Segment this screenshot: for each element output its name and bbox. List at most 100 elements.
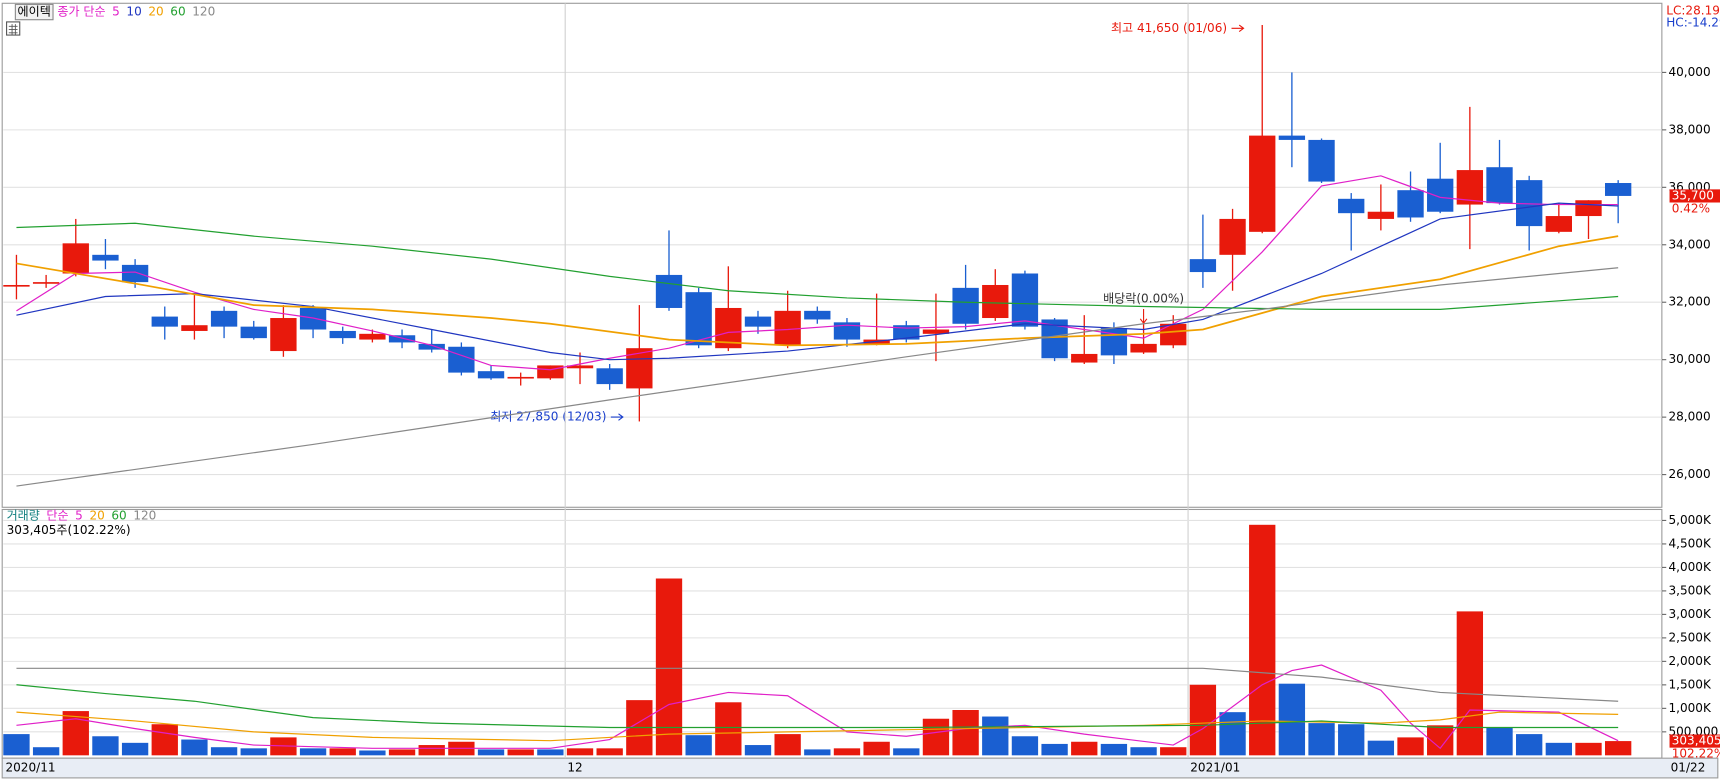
ticker: 에이텍 bbox=[18, 5, 51, 19]
last-price-box bbox=[1669, 189, 1720, 203]
volume-bar bbox=[1219, 712, 1246, 756]
volume-bar bbox=[566, 748, 594, 756]
volume-bar bbox=[477, 749, 505, 756]
y-tick-label: 38,000 bbox=[1668, 122, 1710, 136]
candle-body bbox=[1189, 259, 1217, 273]
candle-body bbox=[507, 376, 534, 379]
y-tick-label: 3,000K bbox=[1668, 607, 1712, 621]
volume-title: 거래량 bbox=[7, 509, 40, 523]
date-axis bbox=[1, 757, 1719, 779]
candle-body bbox=[448, 346, 475, 373]
moving-average-line bbox=[16, 711, 1619, 742]
volume-bar bbox=[1338, 724, 1365, 756]
volume-bar bbox=[299, 748, 327, 756]
candle-body bbox=[922, 329, 950, 334]
last-volume-change: 102.22% bbox=[1672, 747, 1720, 761]
legend-entry: 20 bbox=[89, 509, 104, 523]
candle-body bbox=[774, 310, 801, 346]
volume-bar bbox=[240, 748, 267, 756]
ticker-box bbox=[14, 3, 54, 21]
y-tick-label: 2,000K bbox=[1668, 654, 1712, 668]
candle-body bbox=[596, 368, 623, 385]
candle-body bbox=[1604, 183, 1632, 196]
candle-body bbox=[270, 318, 297, 352]
legend-entry: 5 bbox=[112, 5, 120, 19]
candle-body bbox=[92, 254, 119, 261]
y-tick-label: 4,500K bbox=[1668, 536, 1712, 550]
volume-bar bbox=[1604, 741, 1632, 756]
high-annotation: 최고 41,650 (01/06) bbox=[1111, 21, 1227, 35]
legend-entry: 60 bbox=[170, 5, 185, 19]
legend-entry: 10 bbox=[126, 5, 141, 19]
candle-body bbox=[744, 316, 772, 327]
candle-body bbox=[1011, 273, 1039, 327]
volume-bar bbox=[1367, 740, 1395, 756]
volume-bar bbox=[715, 702, 742, 756]
last-volume-label: 303,405 bbox=[1672, 734, 1720, 748]
candle-body bbox=[685, 292, 712, 346]
candle-body bbox=[1219, 218, 1246, 255]
volume-bar bbox=[922, 718, 950, 756]
volume-bar bbox=[744, 745, 772, 756]
candle-body bbox=[1278, 135, 1306, 140]
hc-label: HC:-14.29 bbox=[1666, 16, 1720, 30]
table-icon[interactable] bbox=[6, 21, 21, 36]
candle-body bbox=[329, 330, 356, 339]
candle-body bbox=[833, 322, 861, 340]
candle-body bbox=[121, 264, 149, 283]
legend-entry: 60 bbox=[111, 509, 126, 523]
candle-body bbox=[566, 365, 594, 369]
volume-bar bbox=[863, 741, 890, 756]
candle-body bbox=[388, 335, 416, 343]
moving-average-line bbox=[16, 684, 1619, 729]
y-tick-label: 28,000 bbox=[1668, 410, 1710, 424]
ma-prefix: 종가 단순 bbox=[57, 5, 105, 19]
last-price-label: 35,700 bbox=[1672, 188, 1714, 202]
volume-bar bbox=[685, 735, 712, 756]
y-tick-label: 40,000 bbox=[1668, 65, 1710, 79]
volume-bar bbox=[329, 748, 356, 756]
volume-bar bbox=[507, 749, 534, 756]
volume-bar bbox=[32, 747, 60, 756]
candle-body bbox=[1130, 343, 1157, 353]
volume-bar bbox=[1456, 611, 1484, 756]
volume-bar bbox=[982, 716, 1009, 756]
volume-bar bbox=[833, 748, 861, 756]
candle-body bbox=[62, 243, 89, 274]
y-tick-label: 32,000 bbox=[1668, 295, 1710, 309]
candle-body bbox=[240, 326, 267, 339]
volume-bar bbox=[1545, 742, 1573, 756]
y-tick-label: 30,000 bbox=[1668, 352, 1710, 366]
volume-bar bbox=[774, 734, 801, 756]
volume-bar bbox=[893, 748, 920, 756]
candle-body bbox=[32, 282, 60, 284]
volume-bar bbox=[1397, 737, 1424, 756]
volume-bar bbox=[655, 578, 683, 756]
volume-bar bbox=[1189, 684, 1217, 756]
volume-bar bbox=[1516, 734, 1543, 756]
volume-bar bbox=[952, 709, 979, 756]
x-tick-label: 12 bbox=[567, 761, 582, 775]
candle-body bbox=[655, 274, 683, 308]
volume-bar bbox=[1486, 727, 1513, 756]
x-tick-label: 2021/01 bbox=[1190, 761, 1240, 775]
volume-bar bbox=[1041, 743, 1068, 756]
volume-bar bbox=[1011, 736, 1039, 756]
y-tick-label: 4,000K bbox=[1668, 560, 1712, 574]
volume-bar bbox=[3, 734, 30, 756]
last-change: 0.42% bbox=[1672, 202, 1710, 216]
candle-body bbox=[1486, 167, 1513, 204]
moving-average-line bbox=[16, 222, 1619, 311]
y-tick-label: 1,000K bbox=[1668, 701, 1712, 715]
moving-average-line bbox=[16, 267, 1619, 487]
volume-bar bbox=[92, 736, 119, 756]
candle-body bbox=[1545, 216, 1573, 232]
table-icon-lines bbox=[8, 24, 18, 36]
volume-bar bbox=[181, 739, 208, 756]
volume-bar bbox=[388, 749, 416, 756]
lc-label: LC:28.19 bbox=[1666, 3, 1720, 17]
volume-bar bbox=[804, 749, 831, 756]
candle-body bbox=[210, 310, 238, 327]
moving-average-line bbox=[16, 235, 1619, 347]
